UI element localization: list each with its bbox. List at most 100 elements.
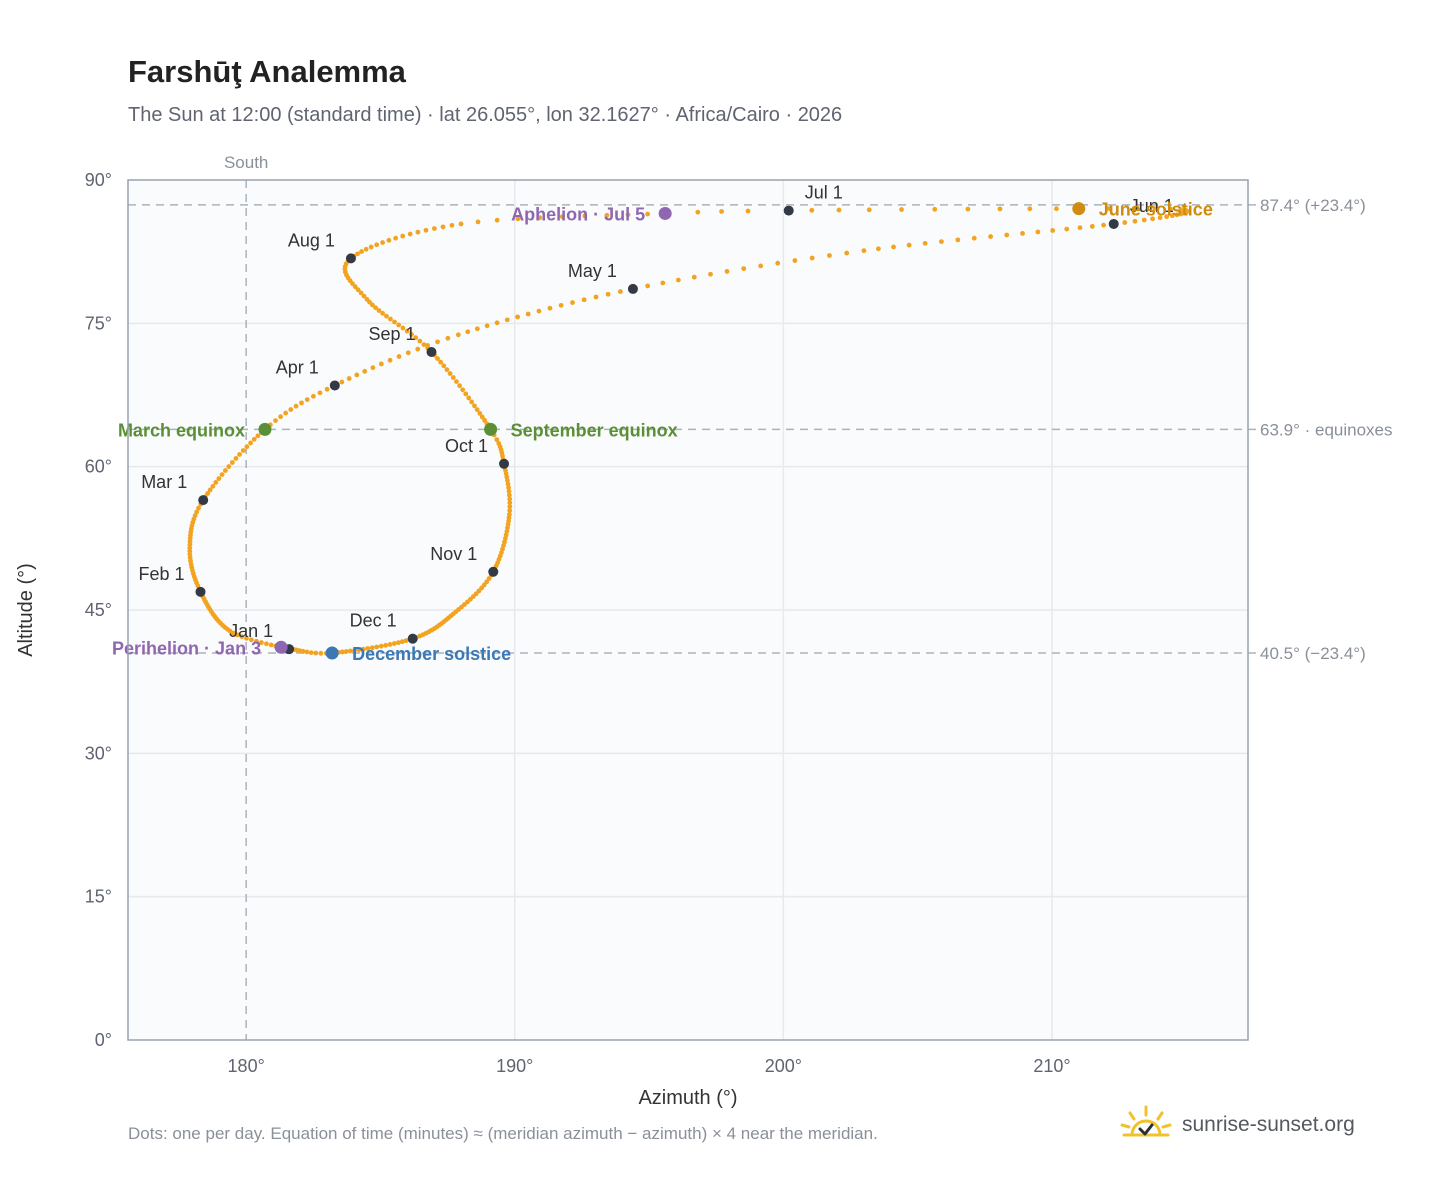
daily-sun-dot <box>435 339 440 345</box>
month-marker-label: Oct 1 <box>445 436 488 456</box>
reference-line-label: 63.9° · equinoxes <box>1260 420 1393 439</box>
daily-sun-dot <box>324 386 330 392</box>
daily-sun-dot <box>988 234 994 239</box>
daily-sun-dot <box>355 251 360 257</box>
daily-sun-dot <box>373 305 378 311</box>
daily-sun-dot <box>809 255 815 261</box>
daily-sun-dot <box>1164 214 1170 220</box>
daily-sun-dot <box>1132 218 1138 224</box>
daily-sun-dot <box>469 399 475 405</box>
daily-sun-dot <box>361 293 367 299</box>
daily-sun-dot <box>441 363 447 369</box>
daily-sun-dot <box>374 242 380 248</box>
month-marker-label: Nov 1 <box>430 544 477 564</box>
brand-name[interactable]: sunrise-sunset.org <box>1182 1113 1355 1136</box>
axis-ticks: 180° 190° 200° 210° 0° 15° 30° 45° 60° 75° 90° <box>85 170 1071 1076</box>
daily-sun-dot <box>719 209 724 214</box>
daily-sun-dot <box>445 335 451 341</box>
daily-sun-dot <box>997 206 1003 212</box>
reference-line-label: 40.5° (−23.4°) <box>1260 644 1366 663</box>
month-marker-dot <box>345 253 356 264</box>
y-tick-label: 15° <box>85 887 112 907</box>
daily-sun-dot <box>899 207 904 212</box>
daily-sun-dot <box>1174 212 1180 218</box>
month-marker-label: Apr 1 <box>276 357 319 377</box>
daily-sun-dot <box>1122 220 1128 225</box>
daily-sun-dot <box>1169 213 1175 219</box>
daily-sun-dot <box>233 456 239 461</box>
daily-sun-dot <box>393 235 399 241</box>
daily-sun-dot <box>1035 229 1041 235</box>
event-marker-dot <box>658 206 672 220</box>
month-marker-dot <box>488 566 499 577</box>
daily-sun-dot <box>213 480 219 485</box>
daily-sun-dot <box>745 208 751 214</box>
daily-sun-dot <box>463 391 469 397</box>
daily-sun-dot <box>207 487 213 493</box>
daily-sun-dot <box>939 239 944 244</box>
daily-sun-dot <box>347 648 353 654</box>
x-tick-label: 210° <box>1033 1056 1070 1076</box>
daily-sun-dot <box>378 643 384 649</box>
daily-sun-dot <box>235 632 240 638</box>
daily-sun-dot <box>1050 228 1056 233</box>
daily-sun-dot <box>536 308 542 314</box>
daily-sun-dot <box>407 231 413 237</box>
event-marker-label: December solstice <box>352 644 511 664</box>
daily-sun-dot <box>758 263 764 269</box>
event-marker-dot <box>1072 202 1086 216</box>
daily-sun-dot <box>249 637 254 643</box>
footnote: Dots: one per day. Equation of time (min… <box>128 1124 878 1143</box>
daily-sun-dot <box>237 452 242 457</box>
daily-sun-dot <box>593 294 599 300</box>
daily-sun-dot <box>346 376 352 381</box>
daily-sun-dot <box>192 513 198 518</box>
y-tick-label: 0° <box>95 1030 112 1050</box>
daily-sun-dot <box>741 266 747 272</box>
daily-sun-dot <box>409 331 414 337</box>
daily-sun-dot <box>891 244 896 250</box>
daily-sun-dot <box>358 290 364 296</box>
month-marker-dot <box>195 586 206 597</box>
daily-sun-dot <box>971 235 977 241</box>
y-tick-label: 60° <box>85 457 112 477</box>
daily-sun-dot <box>219 472 225 477</box>
daily-sun-dot <box>356 647 362 653</box>
x-tick-label: 180° <box>228 1056 265 1076</box>
daily-sun-dot <box>1106 206 1112 212</box>
daily-sun-dot <box>450 375 456 380</box>
daily-sun-dot <box>423 227 429 233</box>
daily-sun-dot <box>504 317 510 323</box>
month-marker-label: Jan 1 <box>229 621 273 641</box>
daily-sun-dot <box>222 468 228 473</box>
daily-sun-dot <box>494 437 500 443</box>
event-markers: March equinox September equinox June solst… <box>112 200 1213 664</box>
daily-sun-dot <box>861 248 867 254</box>
event-marker-label: Perihelion · Jan 3 <box>112 638 261 658</box>
daily-sun-dot <box>239 634 245 640</box>
daily-sun-dot <box>1157 215 1163 221</box>
daily-sun-dot <box>395 640 401 646</box>
daily-sun-dot <box>922 240 928 246</box>
y-tick-label: 30° <box>85 743 112 763</box>
month-marker-label: Jun 1 <box>1130 196 1174 216</box>
daily-sun-dot <box>625 212 631 218</box>
y-tick-label: 75° <box>85 313 112 333</box>
daily-sun-dot <box>415 229 421 235</box>
month-marker-dot <box>627 283 638 294</box>
brand[interactable]: sunrise-sunset.org <box>1120 1102 1355 1148</box>
month-marker-label: Feb 1 <box>138 564 184 584</box>
daily-sun-dot <box>304 397 310 403</box>
daily-sun-dot <box>455 332 461 338</box>
y-axis-title: Altitude (°) <box>15 563 37 657</box>
daily-sun-dot <box>537 215 543 221</box>
daily-sun-dot <box>458 221 464 227</box>
event-marker-label: Aphelion · Jul 5 <box>511 204 645 224</box>
daily-sun-dot <box>196 505 201 511</box>
daily-sun-dot <box>559 214 565 220</box>
month-marker-dot <box>783 205 794 216</box>
daily-sun-dot <box>405 350 411 356</box>
daily-sun-dot <box>400 233 406 239</box>
daily-sun-dot <box>1054 206 1059 212</box>
